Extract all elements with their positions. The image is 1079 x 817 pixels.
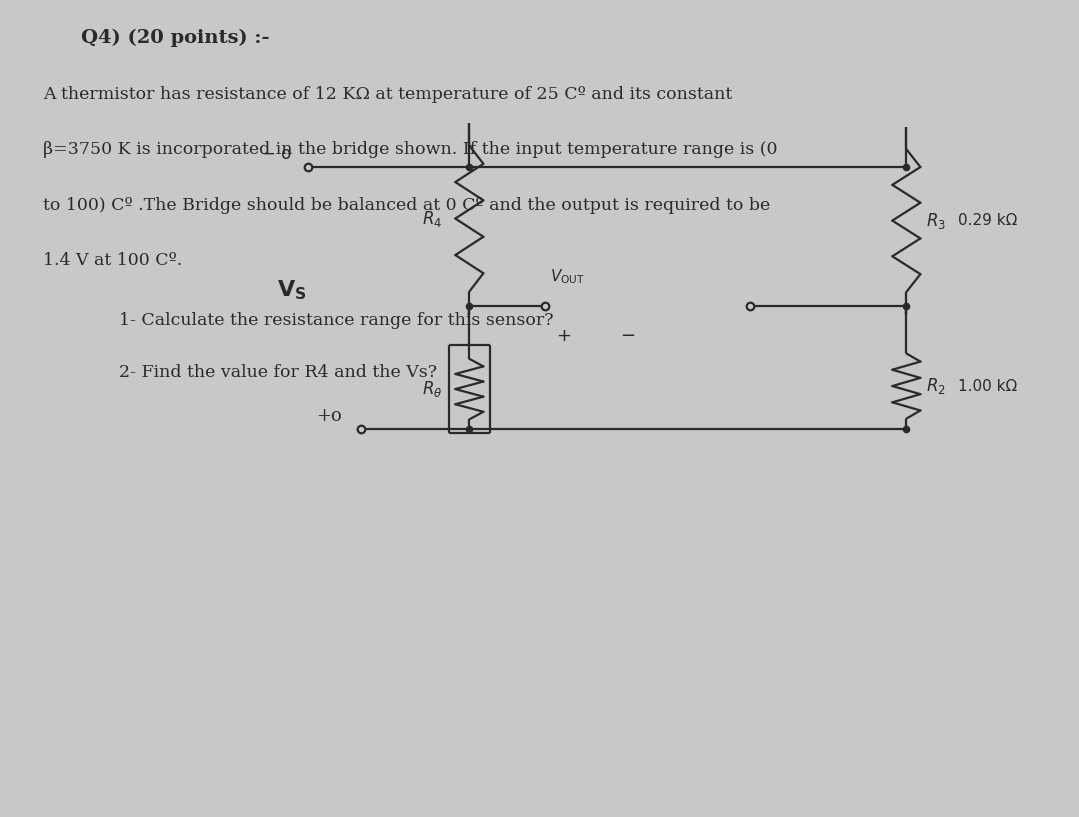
Text: Q4) (20 points) :-: Q4) (20 points) :-: [81, 29, 270, 47]
Text: +: +: [556, 327, 571, 345]
Text: to 100) Cº .The Bridge should be balanced at 0 Cº and the output is required to : to 100) Cº .The Bridge should be balance…: [43, 197, 770, 214]
Text: − o: − o: [262, 145, 291, 163]
Text: $R_3$: $R_3$: [926, 211, 946, 230]
Text: β=3750 K is incorporated in the bridge shown. If the input temperature range is : β=3750 K is incorporated in the bridge s…: [43, 141, 778, 158]
Text: 1.00 kΩ: 1.00 kΩ: [958, 378, 1017, 394]
Text: $\mathbf{V_S}$: $\mathbf{V_S}$: [276, 279, 306, 301]
Text: $R_\theta$: $R_\theta$: [422, 379, 442, 399]
Text: $R_4$: $R_4$: [422, 208, 442, 229]
Text: 2- Find the value for R4 and the Vs?: 2- Find the value for R4 and the Vs?: [97, 364, 437, 381]
Text: +o: +o: [316, 407, 342, 425]
Text: 1- Calculate the resistance range for this sensor?: 1- Calculate the resistance range for th…: [97, 312, 554, 329]
Text: $R_2$: $R_2$: [926, 376, 945, 396]
Text: $V_{\rm OUT}$: $V_{\rm OUT}$: [550, 267, 585, 286]
Text: 1.4 V at 100 Cº.: 1.4 V at 100 Cº.: [43, 252, 182, 270]
Text: A thermistor has resistance of 12 KΩ at temperature of 25 Cº and its constant: A thermistor has resistance of 12 KΩ at …: [43, 86, 733, 103]
Text: 0.29 kΩ: 0.29 kΩ: [958, 213, 1017, 228]
Text: −: −: [620, 327, 636, 345]
